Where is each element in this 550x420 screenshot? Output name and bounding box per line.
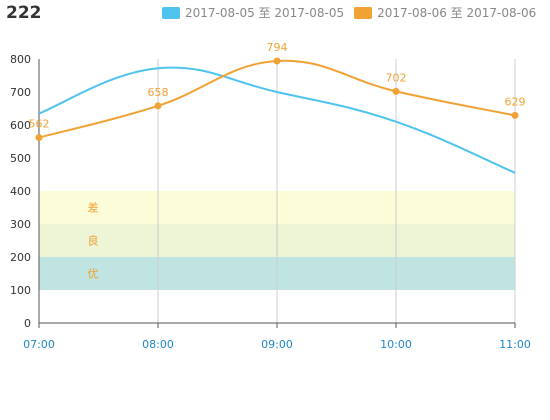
series-2-point	[35, 134, 43, 142]
x-tick-label: 11:00	[499, 338, 531, 351]
series-2-data-label: 658	[148, 86, 169, 99]
y-tick-label: 100	[10, 284, 31, 297]
series-2-data-label: 629	[505, 95, 526, 108]
x-tick-label: 09:00	[261, 338, 293, 351]
series-2-point	[273, 57, 281, 65]
series-2-point	[392, 87, 400, 95]
x-tick-label: 10:00	[380, 338, 412, 351]
band-label-1: 优	[88, 268, 99, 281]
series-2-data-label: 794	[267, 41, 288, 54]
y-tick-label: 500	[10, 152, 31, 165]
y-tick-label: 200	[10, 251, 31, 264]
legend: 2017-08-05 至 2017-08-05 2017-08-06 至 201…	[162, 4, 546, 21]
legend-swatch-series-1	[162, 6, 180, 19]
chart-title: 222	[6, 3, 42, 23]
y-tick-label: 300	[10, 218, 31, 231]
y-tick-label: 600	[10, 119, 31, 132]
legend-label-series-1: 2017-08-05 至 2017-08-05	[185, 6, 345, 20]
legend-item-series-1[interactable]: 2017-08-05 至 2017-08-05	[162, 4, 344, 21]
x-tick-label: 08:00	[142, 338, 174, 351]
series-line-1	[38, 66, 516, 174]
y-tick-label: 0	[24, 317, 31, 330]
y-tick-label: 700	[10, 86, 31, 99]
legend-item-series-2[interactable]: 2017-08-06 至 2017-08-06	[354, 4, 536, 21]
series-2-point	[511, 111, 519, 119]
legend-swatch-series-2	[354, 6, 373, 19]
band-label-3: 差	[88, 201, 99, 215]
y-tick-label: 800	[10, 53, 31, 66]
series-2-data-label: 562	[29, 118, 50, 131]
x-tick-label: 07:00	[23, 338, 55, 351]
y-tick-label: 400	[10, 185, 31, 198]
legend-label-series-2: 2017-08-06 至 2017-08-06	[377, 6, 537, 20]
series-2-point	[154, 102, 162, 110]
series-2-data-label: 702	[386, 71, 407, 84]
band-label-2: 良	[88, 234, 99, 248]
